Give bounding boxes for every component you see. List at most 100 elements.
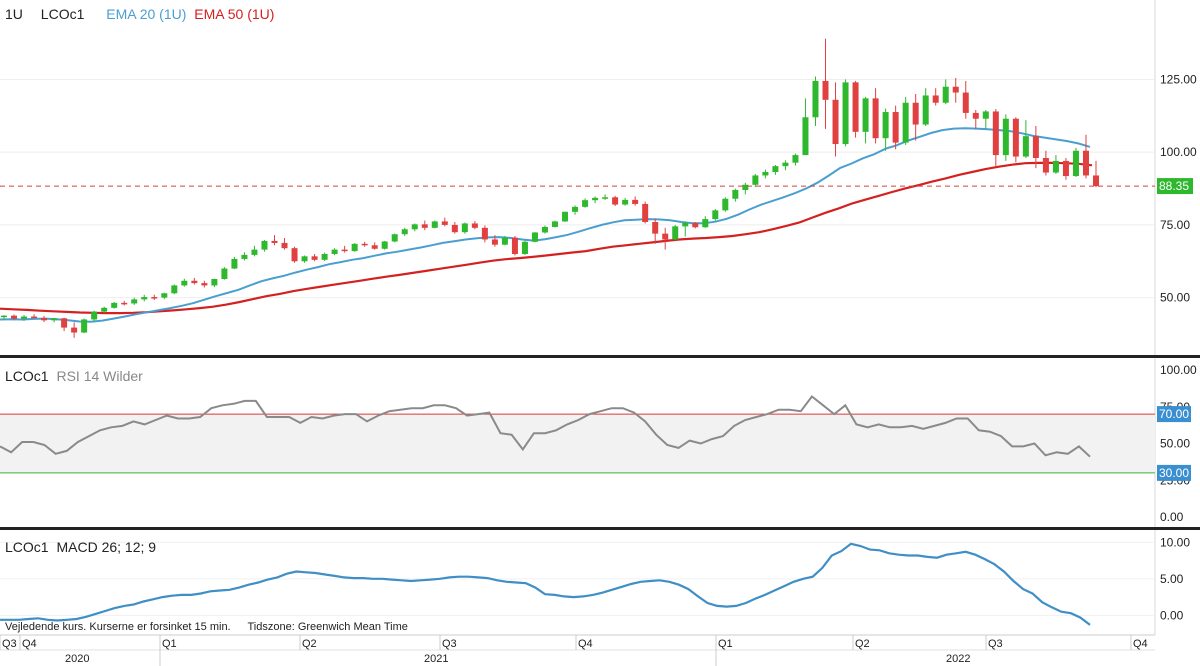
macd-tick-label: 5.00: [1160, 572, 1184, 586]
candle-body: [161, 293, 168, 298]
candle-body: [1032, 136, 1039, 158]
macd-line: [0, 542, 1091, 626]
quarter-label: Q3: [988, 638, 1003, 650]
candle-body: [852, 82, 859, 132]
candle-body: [31, 316, 38, 319]
candle-body: [211, 279, 218, 286]
year-label: 2021: [424, 653, 448, 665]
symbol-label[interactable]: LCOc1: [40, 6, 85, 22]
candle-body: [1052, 160, 1059, 173]
candle-body: [71, 327, 78, 333]
candle-body: [321, 254, 328, 260]
candle-body: [732, 190, 739, 199]
candle-body: [141, 297, 148, 300]
candle-body: [722, 198, 729, 211]
quarter-label: Q4: [22, 638, 37, 650]
macd-header: LCOc1 MACD 26; 12; 9: [5, 539, 160, 555]
rsi-symbol-label: LCOc1: [5, 368, 49, 384]
candle-body: [191, 280, 198, 284]
candle-body: [91, 311, 98, 320]
year-label: 2020: [65, 653, 89, 665]
candle-body: [201, 283, 208, 286]
rsi-indicator-label[interactable]: RSI 14 Wilder: [56, 368, 143, 384]
candle-body: [1, 315, 7, 318]
macd-tick-label: 0.00: [1160, 608, 1184, 622]
candle-body: [11, 315, 18, 319]
candle-body: [341, 249, 348, 252]
candle-body: [712, 210, 719, 220]
candle-body: [111, 302, 118, 308]
candle-body: [932, 95, 939, 103]
candle-body: [451, 224, 458, 233]
candle-body: [151, 297, 158, 299]
delay-note: Vejledende kurs. Kurserne er forsinket 1…: [5, 621, 231, 633]
candle-body: [742, 184, 749, 190]
macd-panel: 10.00 5.00 0.00: [0, 535, 1190, 626]
candle-body: [511, 237, 518, 254]
price-tick-label: 100.00: [1160, 145, 1197, 159]
candle-body: [131, 299, 138, 304]
candle-body: [441, 221, 448, 225]
candle-body: [982, 111, 989, 119]
candle-body: [481, 227, 488, 240]
rsi-level-label: 30.00: [1159, 466, 1189, 480]
candle-body: [1093, 175, 1099, 187]
candle-body: [902, 102, 909, 143]
rsi-level-label: 70.00: [1159, 407, 1189, 421]
candle-body: [541, 226, 548, 233]
candle-body: [562, 211, 569, 222]
quarter-label: Q1: [718, 638, 733, 650]
interval-label[interactable]: 1U: [5, 6, 23, 22]
rsi-panel-separator: [0, 527, 1200, 530]
candle-body: [922, 95, 929, 125]
candle-body: [381, 241, 388, 249]
candle-body: [461, 223, 468, 233]
macd-tick-label: 10.00: [1160, 535, 1190, 549]
rsi-header: LCOc1 RSI 14 Wilder: [5, 368, 147, 384]
candle-body: [1072, 150, 1079, 177]
candle-body: [572, 206, 579, 212]
candle-body: [291, 248, 298, 262]
candle-body: [672, 226, 679, 240]
candle-body: [942, 86, 949, 103]
candle-body: [832, 99, 839, 145]
year-label: 2022: [946, 653, 970, 665]
candle-body: [772, 166, 779, 172]
macd-symbol-label: LCOc1: [5, 539, 49, 555]
ema20-legend[interactable]: EMA 20 (1U): [106, 6, 187, 22]
candle-body: [361, 243, 368, 246]
candle-body: [592, 197, 599, 201]
candle-body: [241, 254, 248, 259]
candle-body: [682, 222, 689, 227]
ema50-legend[interactable]: EMA 50 (1U): [194, 6, 275, 22]
quarter-label: Q2: [855, 638, 870, 650]
rsi-tick-label: 100.00: [1160, 363, 1197, 377]
candle-body: [171, 285, 178, 294]
candle-body: [311, 256, 318, 260]
candle-body: [1002, 118, 1009, 156]
quarter-label: Q3: [442, 638, 457, 650]
candle-body: [491, 239, 498, 245]
candle-body: [61, 318, 68, 328]
candle-body: [762, 171, 769, 176]
candle-body: [281, 242, 288, 249]
candle-body: [612, 197, 619, 205]
candle-body: [782, 162, 789, 167]
candle-body: [351, 243, 358, 252]
candle-body: [411, 224, 418, 230]
candle-body: [972, 112, 979, 119]
candle-body: [81, 319, 88, 333]
candle-body: [301, 256, 308, 262]
candle-body: [662, 233, 669, 240]
candle-body: [181, 280, 188, 286]
candle-body: [1022, 136, 1029, 157]
candle-body: [121, 302, 128, 305]
rsi-neutral-band: [0, 414, 1155, 473]
quarter-label: Q1: [162, 638, 177, 650]
candle-body: [862, 98, 869, 132]
macd-indicator-label[interactable]: MACD 26; 12; 9: [56, 539, 157, 555]
candle-body: [602, 197, 609, 199]
last-price-badge: [1157, 178, 1193, 195]
candle-body: [812, 80, 819, 118]
